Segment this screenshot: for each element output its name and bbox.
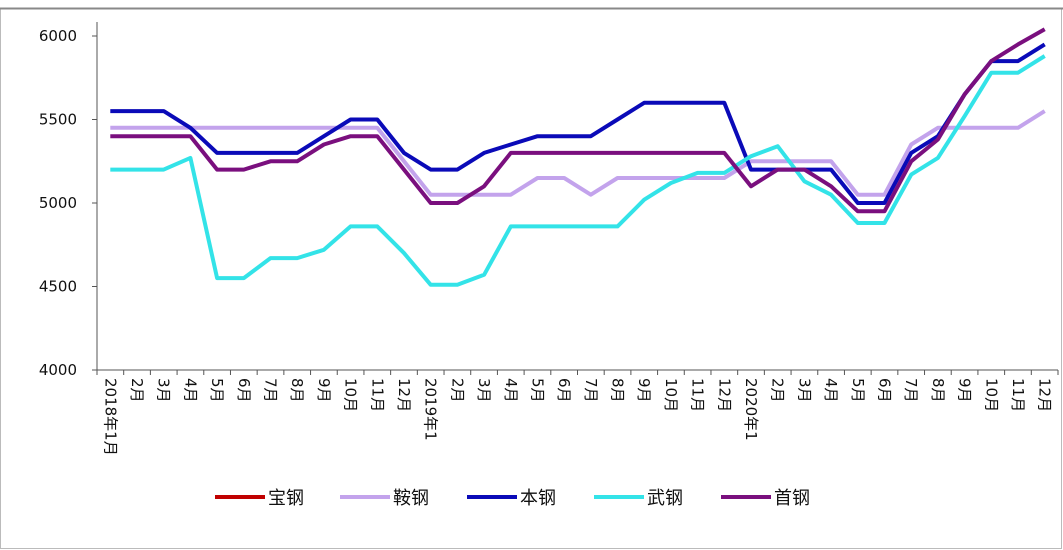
x-tick-label: 6月 bbox=[555, 378, 573, 403]
x-tick-label: 8月 bbox=[609, 378, 627, 403]
x-tick-label: 9月 bbox=[635, 378, 653, 403]
x-tick-label: 9月 bbox=[956, 378, 974, 403]
x-tick-label: 4月 bbox=[822, 378, 840, 403]
x-tick-label: 2月 bbox=[448, 378, 466, 403]
series-line bbox=[110, 27, 1046, 214]
y-tick-label: 4500 bbox=[39, 278, 77, 296]
x-tick-label: 2019年1 bbox=[422, 378, 440, 441]
y-tick-label: 4000 bbox=[39, 361, 77, 379]
y-tick-label: 5000 bbox=[39, 194, 77, 212]
y-tick-label: 6000 bbox=[39, 27, 77, 45]
x-tick-label: 10月 bbox=[982, 378, 1000, 412]
x-tick-label: 2月 bbox=[128, 378, 146, 403]
x-tick-label: 2020年1 bbox=[742, 378, 760, 441]
legend-label: 本钢 bbox=[520, 488, 556, 509]
x-tick-label: 12月 bbox=[1036, 378, 1054, 412]
x-tick-label: 11月 bbox=[689, 378, 707, 412]
series-line bbox=[110, 109, 1046, 197]
legend-label: 首钢 bbox=[774, 488, 810, 509]
x-tick-label: 2月 bbox=[769, 378, 787, 403]
x-tick-label: 12月 bbox=[715, 378, 733, 412]
x-tick-label: 4月 bbox=[502, 378, 520, 403]
x-tick-label: 4月 bbox=[181, 378, 199, 403]
x-tick-label: 9月 bbox=[315, 378, 333, 403]
x-tick-label: 5月 bbox=[849, 378, 867, 403]
x-tick-label: 7月 bbox=[262, 378, 280, 403]
x-tick-label: 10月 bbox=[342, 378, 360, 412]
x-tick-label: 7月 bbox=[582, 378, 600, 403]
y-tick-label: 5500 bbox=[39, 111, 77, 129]
x-tick-label: 11月 bbox=[368, 378, 386, 412]
x-tick-label: 2018年1月 bbox=[101, 378, 119, 456]
x-tick-label: 6月 bbox=[875, 378, 893, 403]
legend-label: 宝钢 bbox=[268, 488, 304, 509]
x-tick-label: 8月 bbox=[929, 378, 947, 403]
chart-frame bbox=[0, 8, 1062, 549]
x-tick-label: 5月 bbox=[528, 378, 546, 403]
x-tick-label: 7月 bbox=[902, 378, 920, 403]
legend-label: 鞍钢 bbox=[393, 488, 429, 509]
x-tick-label: 3月 bbox=[795, 378, 813, 403]
x-tick-label: 8月 bbox=[288, 378, 306, 403]
x-tick-label: 3月 bbox=[155, 378, 173, 403]
x-tick-label: 5月 bbox=[208, 378, 226, 403]
legend-label: 武钢 bbox=[647, 488, 683, 509]
x-tick-label: 6月 bbox=[235, 378, 253, 403]
x-tick-label: 11月 bbox=[1009, 378, 1027, 412]
x-tick-label: 3月 bbox=[475, 378, 493, 403]
series-line bbox=[110, 42, 1046, 205]
x-tick-label: 12月 bbox=[395, 378, 413, 412]
series-line bbox=[110, 54, 1046, 287]
x-tick-label: 10月 bbox=[662, 378, 680, 412]
